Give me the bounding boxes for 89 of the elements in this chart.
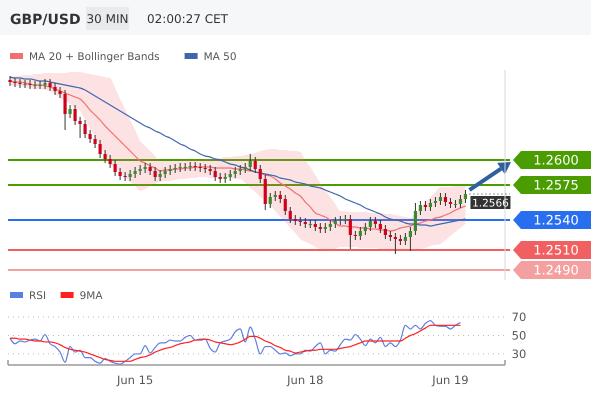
candlestick — [348, 214, 352, 250]
candlestick — [324, 222, 327, 234]
candlestick — [268, 192, 272, 208]
chart-subtitle: 30 MIN — [86, 12, 128, 26]
candlestick — [68, 104, 72, 118]
candlestick — [238, 164, 242, 176]
candlestick — [148, 162, 152, 176]
legend-label: MA 20 + Bollinger Bands — [29, 51, 160, 63]
candlestick — [218, 172, 222, 184]
candlestick — [368, 216, 372, 232]
candlestick — [83, 120, 87, 138]
x-tick-label: Jun 18 — [286, 373, 324, 387]
y-tick-label: 70 — [512, 310, 526, 324]
candlestick — [248, 154, 252, 172]
candlestick — [318, 222, 322, 234]
candlestick — [424, 200, 428, 212]
candlestick — [134, 166, 137, 178]
x-tick-label: Jun 15 — [116, 373, 154, 387]
candlestick — [358, 226, 362, 240]
candlestick — [158, 170, 162, 182]
candlestick — [274, 190, 277, 202]
legend-label: 9MA — [80, 290, 104, 302]
candlestick — [378, 220, 382, 234]
candlestick — [234, 166, 237, 178]
candlestick — [434, 196, 438, 208]
y-tick-label: 1.2510 — [533, 244, 579, 258]
y-tick-label: 1.2540 — [533, 214, 579, 228]
y-tick-label: 1.2575 — [533, 178, 579, 194]
candlestick — [8, 76, 12, 86]
candlestick — [58, 86, 62, 98]
candlestick — [53, 82, 57, 96]
candlestick — [374, 216, 377, 228]
candlestick — [384, 224, 387, 240]
candlestick — [278, 190, 282, 204]
candlestick — [414, 202, 418, 236]
candlestick — [93, 134, 97, 148]
candlestick — [448, 198, 452, 208]
candlestick — [404, 232, 407, 246]
chart-title: GBP/USD — [10, 12, 81, 28]
candlestick — [48, 78, 52, 92]
candlestick — [254, 156, 257, 174]
candlestick — [288, 206, 292, 224]
y-tick-label: 30 — [512, 346, 526, 361]
candlestick — [408, 226, 412, 252]
legend-label: MA 50 — [204, 51, 237, 63]
y-tick-label: 1.2490 — [533, 264, 579, 278]
candlestick — [108, 154, 112, 168]
legend-label: RSI — [29, 290, 46, 302]
candlestick — [284, 194, 287, 216]
candlestick — [244, 162, 247, 174]
candlestick — [458, 194, 462, 208]
y-tick-label: 50 — [512, 328, 526, 342]
candlestick — [394, 232, 397, 254]
text: 02:00:27 CET — [147, 12, 229, 26]
candlestick — [73, 104, 77, 126]
candlestick — [88, 130, 92, 144]
candlestick — [144, 162, 147, 174]
candlestick — [128, 170, 132, 182]
candlestick — [294, 214, 297, 226]
candlestick — [138, 164, 142, 176]
candlestick — [154, 166, 157, 182]
candlestick — [214, 166, 217, 182]
candlestick — [444, 192, 448, 206]
candlestick — [43, 78, 47, 90]
candlestick — [63, 90, 67, 130]
candlestick — [114, 160, 117, 176]
candlestick — [464, 190, 468, 204]
candlestick — [388, 230, 392, 242]
candlestick — [168, 164, 172, 176]
candlestick — [118, 168, 122, 180]
candlestick — [398, 234, 402, 246]
candlestick — [164, 166, 167, 178]
candlestick — [208, 164, 212, 176]
candlestick — [228, 170, 232, 182]
candlestick — [258, 164, 262, 184]
candlestick — [334, 216, 337, 228]
candlestick — [224, 172, 227, 184]
candlestick — [428, 198, 432, 212]
candlestick — [438, 192, 442, 206]
candlestick — [328, 220, 332, 232]
candlestick — [314, 220, 317, 232]
candlestick — [104, 150, 107, 164]
candlestick — [304, 218, 307, 228]
candlestick — [364, 222, 367, 236]
candlestick — [78, 116, 82, 138]
y-tick-label: 1.2600 — [533, 154, 579, 168]
candlestick — [418, 200, 422, 216]
candlestick — [98, 140, 102, 158]
x-tick-label: Jun 19 — [431, 373, 469, 387]
